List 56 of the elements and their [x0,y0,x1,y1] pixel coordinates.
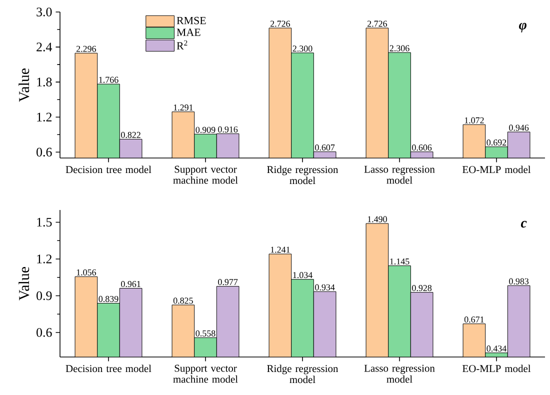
y-tick-label: 0.9 [36,291,52,300]
data-label: 0.434 [486,346,506,352]
y-axis-title: Value [18,266,30,300]
data-label: 0.934 [315,284,335,290]
y-tick-label: 1.2 [37,254,52,264]
data-label: 1.766 [99,76,118,83]
data-label: 1.145 [390,258,410,265]
data-label: 0.909 [196,126,216,133]
data-label: 0.606 [412,144,432,151]
x-tick-label: EO-MLP model [462,166,531,174]
data-label: 1.291 [174,104,193,111]
data-label: 0.558 [196,330,216,336]
annotation: c [520,220,527,228]
data-label: 0.607 [315,144,335,151]
y-axis-title: Value [18,68,30,102]
data-label: 2.726 [368,20,388,27]
data-label: 0.825 [173,298,193,304]
data-label: 0.977 [218,279,238,286]
x-tick-label: Decision tree model [66,364,152,372]
legend-label: RMSE [176,16,206,24]
data-label: 1.490 [368,216,387,222]
x-tick-label: EO-MLP model [462,364,531,372]
legend-label: R$^{2}$ [176,40,188,50]
data-label: 0.839 [98,296,118,302]
legend-label: MAE [176,28,200,36]
x-tick-label: Ridge regression model [267,364,338,384]
data-label: 0.692 [486,139,506,146]
data-label: 1.056 [76,269,96,276]
x-tick-label: Support vector machine model [173,166,238,184]
data-label: 0.961 [121,280,140,288]
data-label: 0.671 [464,316,484,323]
y-tick-label: 1.8 [37,78,52,86]
data-label: 0.928 [412,285,432,292]
y-tick-label: 0.6 [36,328,52,337]
data-label: 1.072 [464,117,484,124]
x-tick-label: Decision tree model [66,166,152,174]
data-label: 2.726 [270,20,290,27]
data-label: 2.306 [390,45,410,52]
data-label: 0.946 [509,124,529,131]
y-tick-label: 3.0 [36,8,52,16]
data-label: 1.241 [270,246,290,253]
data-label: 0.983 [509,278,529,284]
data-label: 1.034 [293,272,312,278]
x-tick-label: Ridge regression model [267,166,338,184]
data-label: 2.300 [292,46,312,52]
data-label: 2.296 [76,46,96,52]
y-tick-label: 2.4 [36,42,52,52]
x-tick-label: Support vector machine model [173,364,238,383]
data-label: 0.822 [121,132,140,138]
x-tick-label: Lasso regression model [364,166,435,184]
data-label: 0.916 [218,126,238,133]
x-tick-label: Lasso regression model [364,364,435,383]
annotation: φ [519,22,526,32]
y-tick-label: 1.2 [37,112,52,122]
y-tick-label: 1.5 [37,218,52,227]
y-tick-label: 0.6 [36,148,52,157]
